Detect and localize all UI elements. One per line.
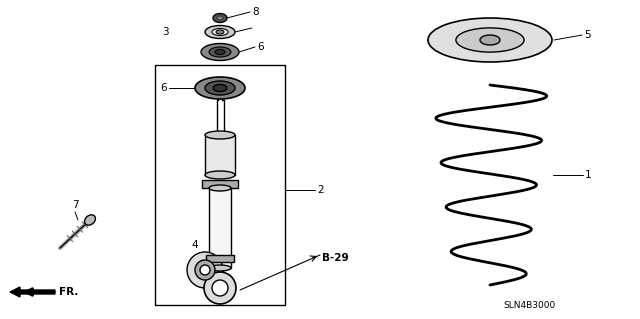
Text: 5: 5 [584,30,591,40]
Bar [206,255,234,262]
Ellipse shape [456,28,524,52]
Text: FR.: FR. [59,287,78,297]
Ellipse shape [205,131,235,139]
Ellipse shape [205,171,235,179]
Circle shape [212,280,228,296]
Ellipse shape [84,215,95,225]
Text: 8: 8 [252,7,259,17]
Text: 4: 4 [192,240,198,250]
Ellipse shape [213,13,227,23]
Ellipse shape [480,35,500,45]
Circle shape [195,260,215,280]
Ellipse shape [201,43,239,61]
Circle shape [200,265,210,275]
Ellipse shape [428,18,552,62]
Ellipse shape [195,77,245,99]
Ellipse shape [205,26,235,39]
Ellipse shape [209,185,231,191]
Text: 2: 2 [317,185,324,195]
Ellipse shape [213,85,227,92]
Ellipse shape [212,28,228,35]
Text: 1: 1 [585,170,591,180]
Bar [202,180,238,188]
Text: 6: 6 [257,42,264,52]
FancyArrow shape [10,287,55,297]
Ellipse shape [209,47,231,57]
Ellipse shape [217,16,223,20]
Text: SLN4B3000: SLN4B3000 [504,300,556,309]
Circle shape [187,252,223,288]
Ellipse shape [205,81,235,95]
Ellipse shape [215,49,225,55]
Text: 7: 7 [72,200,78,210]
Bar [209,188,231,268]
Bar [205,135,235,175]
Bar [155,65,285,305]
Text: 6: 6 [160,83,166,93]
Text: B-29: B-29 [322,253,349,263]
Ellipse shape [209,265,231,271]
Ellipse shape [216,30,224,34]
Text: 3: 3 [162,27,168,37]
Circle shape [204,272,236,304]
